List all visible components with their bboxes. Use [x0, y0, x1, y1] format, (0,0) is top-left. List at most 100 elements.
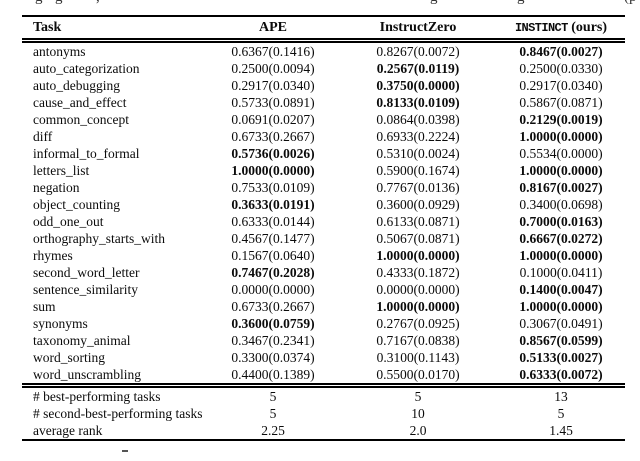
score-cell: 0.6367(0.1416)	[231, 43, 315, 59]
task-label: letters_list	[33, 162, 90, 178]
table-row: rhymes 0.1567(0.0640) 1.0000(0.0000) 1.0000…	[22, 247, 625, 264]
score-cell: 0.6333(0.0144)	[231, 213, 315, 229]
score-cell: 0.4333(0.1872)	[376, 264, 460, 280]
score-cell: 0.2129(0.0019)	[519, 111, 603, 127]
caption-fragment: ,	[96, 0, 100, 6]
column-header-task: Task	[22, 16, 207, 43]
task-label: auto_categorization	[33, 60, 140, 76]
score-cell: 0.5534(0.0000)	[519, 145, 603, 161]
score-cell: 0.3633(0.0191)	[231, 196, 315, 212]
score-cell: 0.0000(0.0000)	[376, 281, 460, 297]
table-row: diff 0.6733(0.2667) 0.6933(0.2224) 1.0000(0…	[22, 128, 625, 145]
table-row: second_word_letter 0.7467(0.2028) 0.4333(0…	[22, 264, 625, 281]
score-cell: 0.5867(0.0871)	[519, 94, 603, 110]
score-cell: 0.3400(0.0698)	[519, 196, 603, 212]
summary-value-cell: 13	[554, 388, 568, 404]
score-cell: 0.4567(0.1477)	[231, 230, 315, 246]
task-label: object_counting	[33, 196, 120, 212]
score-cell: 0.5310(0.0024)	[376, 145, 460, 161]
summary-label: average rank	[33, 422, 103, 438]
task-label: negation	[33, 179, 80, 195]
score-cell: 0.6667(0.0272)	[519, 230, 603, 246]
task-label: second_word_letter	[33, 264, 140, 280]
score-cell: 1.0000(0.0000)	[519, 247, 603, 263]
score-cell: 0.3467(0.2341)	[231, 332, 315, 348]
caption-fragment: g	[35, 0, 43, 6]
score-cell: 0.2917(0.0340)	[231, 77, 315, 93]
score-cell: 0.7000(0.0163)	[519, 213, 603, 229]
table-row: letters_list 1.0000(0.0000) 0.5900(0.1674)…	[22, 162, 625, 179]
score-cell: 0.6133(0.0871)	[376, 213, 460, 229]
score-cell: 0.5500(0.0170)	[339, 366, 497, 388]
score-cell: 1.0000(0.0000)	[519, 128, 603, 144]
table-row: auto_debugging 0.2917(0.0340) 0.3750(0.000…	[22, 77, 625, 94]
task-label: antonyms	[33, 43, 86, 59]
summary-rows: # best-performing tasks 5 5 13 # second-best…	[22, 386, 625, 441]
summary-row: # best-performing tasks 5 5 13	[22, 386, 625, 406]
summary-value-cell: 2.25	[261, 422, 285, 438]
instinct-label: INSTINCT	[514, 20, 568, 35]
score-cell: 1.0000(0.0000)	[519, 298, 603, 314]
table-row: odd_one_out 0.6333(0.0144) 0.6133(0.0871) 0…	[22, 213, 625, 230]
score-cell: 0.7467(0.2028)	[231, 264, 315, 280]
caption-fragment: g	[430, 0, 438, 6]
score-cell: 0.3600(0.0759)	[231, 315, 315, 331]
summary-value-cell: 5	[414, 388, 422, 404]
score-cell: 0.4400(0.1389)	[207, 366, 339, 388]
task-label: cause_and_effect	[33, 94, 127, 110]
summary-value-cell: 1.45	[549, 422, 573, 438]
table-row: taxonomy_animal 0.3467(0.2341) 0.7167(0.08…	[22, 332, 625, 349]
task-label: orthography_starts_with	[33, 230, 165, 246]
score-cell: 0.3100(0.1143)	[376, 349, 460, 365]
table-row: word_sorting 0.3300(0.0374) 0.3100(0.1143)…	[22, 349, 625, 366]
score-cell: 0.6733(0.2667)	[231, 128, 315, 144]
table-row: common_concept 0.0691(0.0207) 0.0864(0.039…	[22, 111, 625, 128]
column-header-ape: APE	[207, 16, 339, 43]
score-cell: 0.2567(0.0119)	[376, 60, 460, 76]
score-cell: 0.6733(0.2667)	[231, 298, 315, 314]
score-cell: 1.0000(0.0000)	[519, 162, 603, 178]
score-cell: 0.3600(0.0929)	[376, 196, 460, 212]
score-cell: 1.0000(0.0000)	[376, 247, 460, 263]
table-row: negation 0.7533(0.0109) 0.7767(0.0136) 0.81…	[22, 179, 625, 196]
table-row: sentence_similarity 0.0000(0.0000) 0.0000(…	[22, 281, 625, 298]
score-cell: 0.1000(0.0411)	[519, 264, 603, 280]
task-label: rhymes	[33, 247, 73, 263]
summary-label: # best-performing tasks	[33, 388, 161, 404]
task-label: diff	[33, 128, 53, 144]
table-row: word_unscrambling 0.4400(0.1389) 0.5500(0.…	[22, 366, 625, 388]
task-rows: antonyms 0.6367(0.1416) 0.8267(0.0072) 0.84…	[22, 41, 625, 388]
score-cell: 0.2767(0.0925)	[376, 315, 460, 331]
table-row: cause_and_effect 0.5733(0.0891) 0.8133(0.0…	[22, 94, 625, 111]
summary-row: average rank 2.25 2.0 1.45	[22, 422, 625, 440]
task-label: sum	[33, 298, 56, 314]
score-cell: 0.5067(0.0871)	[376, 230, 460, 246]
task-label: informal_to_formal	[33, 145, 140, 161]
score-cell: 0.7167(0.0838)	[376, 332, 460, 348]
task-label: word_unscrambling	[22, 366, 207, 388]
table-row: auto_categorization 0.2500(0.0094) 0.2567(…	[22, 60, 625, 77]
score-cell: 0.2500(0.0094)	[231, 60, 315, 76]
score-cell: 0.2500(0.0330)	[519, 60, 603, 76]
score-cell: 0.5900(0.1674)	[376, 162, 460, 178]
summary-row: # second-best-performing tasks 5 10 5	[22, 405, 625, 422]
score-cell: 0.8267(0.0072)	[376, 43, 460, 59]
task-label: taxonomy_animal	[33, 332, 131, 348]
task-label: sentence_similarity	[33, 281, 138, 297]
caption-fragment: (p	[624, 0, 637, 6]
task-label: odd_one_out	[33, 213, 104, 229]
score-cell: 0.1400(0.0047)	[519, 281, 603, 297]
summary-value-cell: 5	[557, 405, 565, 421]
task-label: common_concept	[33, 111, 129, 127]
instinct-suffix: (ours)	[567, 19, 608, 35]
summary-value-cell: 5	[269, 388, 277, 404]
summary-value-cell: 2.0	[409, 422, 427, 438]
task-label: auto_debugging	[33, 77, 120, 93]
score-cell: 0.6933(0.2224)	[376, 128, 460, 144]
table-row: orthography_starts_with 0.4567(0.1477) 0.5…	[22, 230, 625, 247]
task-label: synonyms	[33, 315, 88, 331]
summary-value-cell: 10	[411, 405, 425, 421]
score-cell: 0.3300(0.0374)	[231, 349, 315, 365]
caption-fragment: g	[55, 0, 63, 6]
